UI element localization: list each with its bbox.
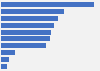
Bar (1, 50, 15, 55)
Bar (1, 16, 58, 21)
Bar (1, 43, 46, 48)
Bar (1, 23, 54, 28)
Bar (1, 2, 94, 7)
Bar (1, 64, 7, 69)
Bar (1, 30, 52, 35)
Bar (1, 36, 50, 41)
Bar (1, 9, 64, 14)
Bar (1, 57, 9, 62)
